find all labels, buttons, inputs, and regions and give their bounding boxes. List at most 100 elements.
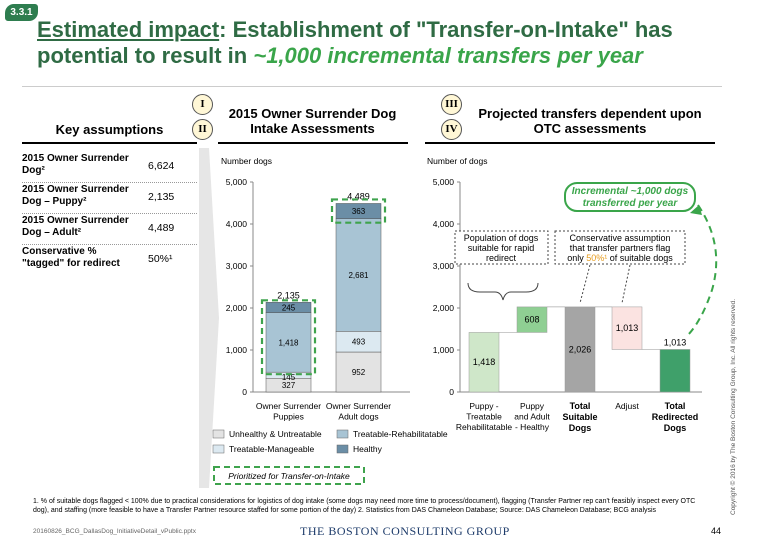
- data-label: 145: [282, 373, 296, 382]
- bar-segment: [265, 312, 312, 373]
- waterfall-bar: [468, 332, 500, 393]
- page-title: Estimated impact: Establishment of "Tran…: [37, 17, 737, 69]
- assumption-value: 50%¹: [148, 253, 173, 265]
- y-tick-label: 1,000: [433, 345, 455, 355]
- bcg-logo: THE BOSTON CONSULTING GROUP: [300, 524, 510, 538]
- title-highlight: ~1,000 incremental transfers per year: [253, 43, 643, 68]
- y-tick-label: 4,000: [226, 219, 248, 229]
- pointer-line: [621, 264, 631, 304]
- y-tick-label: 0: [242, 387, 247, 397]
- conservative-annotation-box: [554, 230, 686, 265]
- pointer-line: [579, 264, 591, 304]
- category-label: Dogs: [569, 423, 592, 433]
- bar-segment: [335, 203, 382, 219]
- y-tick-label: 0: [449, 387, 454, 397]
- category-label: Dogs: [664, 423, 687, 433]
- key-assumptions-heading: Key assumptions: [55, 122, 164, 137]
- title-part2: : Establishment of "Transfer-on-Intake" …: [37, 17, 673, 68]
- title-divider: [22, 86, 722, 87]
- flow-arrow: [199, 148, 219, 488]
- section-badge: 3.3.1: [5, 4, 38, 21]
- y-axis-label: Number of dogs: [427, 156, 487, 166]
- legend-label: Treatable-Manageable: [229, 444, 314, 454]
- roman-marker-4: IV: [441, 119, 462, 140]
- conservative-annotation: Conservative assumption: [569, 233, 670, 243]
- category-label: Puppy -: [469, 401, 498, 411]
- waterfall-bar: [516, 306, 548, 333]
- page-number: 44: [711, 526, 722, 536]
- callout-text: transferred per year: [583, 198, 679, 209]
- y-tick-label: 3,000: [433, 261, 455, 271]
- priority-legend-text: Prioritized for Transfer-on-Intake: [228, 471, 350, 481]
- assumption-label: 2015 Owner Surrender Dog²: [22, 153, 129, 176]
- intake-heading: 2015 Owner Surrender Dog Intake Assessme…: [228, 106, 397, 136]
- category-label: Adult dogs: [338, 412, 378, 422]
- assumption-value: 6,624: [148, 160, 175, 172]
- y-tick-label: 1,000: [226, 345, 248, 355]
- waterfall-bar: [564, 306, 596, 393]
- bar-segment: [265, 302, 312, 313]
- waterfall-bar: [611, 306, 643, 350]
- category-label: Puppies: [273, 412, 304, 422]
- data-label: 952: [352, 368, 366, 377]
- category-label: and Adult: [514, 412, 550, 422]
- legend-swatch: [212, 444, 225, 454]
- population-annotation-box: [454, 230, 549, 265]
- legend-label: Unhealthy & Untreatable: [229, 429, 322, 439]
- priority-highlight-box: [260, 299, 317, 376]
- priority-highlight-box: [330, 198, 387, 224]
- category-label: Suitable: [562, 412, 597, 422]
- population-annotation: suitable for rapid: [468, 243, 535, 253]
- category-label: Redirected: [652, 412, 699, 422]
- category-label: Rehabilitatable: [456, 422, 513, 432]
- category-label: Puppy: [520, 401, 545, 411]
- legend-swatch: [212, 429, 225, 439]
- category-label: Total: [570, 401, 591, 411]
- priority-legend-box: [213, 466, 365, 485]
- data-label: 363: [352, 207, 366, 216]
- data-label: 245: [282, 303, 296, 312]
- footnote: 1. % of suitable dogs flagged < 100% due…: [33, 498, 696, 514]
- bar-segment: [335, 218, 382, 332]
- file-name: 20160826_BCG_DallasDog_InitiativeDetail_…: [33, 528, 196, 535]
- roman-marker-2: II: [192, 119, 213, 140]
- projected-underline: [425, 142, 715, 144]
- data-label: 1,418: [278, 338, 299, 347]
- data-label: 1,013: [616, 323, 639, 333]
- brace: [467, 282, 539, 301]
- data-label: 608: [524, 315, 539, 325]
- category-label: Adjust: [615, 401, 639, 411]
- data-label: 493: [352, 338, 366, 347]
- data-label: 327: [282, 381, 296, 390]
- y-tick-label: 5,000: [226, 177, 248, 187]
- conservative-annotation: only 50%¹ of suitable dogs: [567, 253, 673, 263]
- population-annotation: redirect: [486, 253, 517, 263]
- y-tick-label: 5,000: [433, 177, 455, 187]
- y-tick-label: 2,000: [226, 303, 248, 313]
- waterfall-bar: [659, 349, 691, 393]
- intake-underline: [218, 142, 408, 144]
- legend-swatch: [336, 444, 349, 454]
- assumption-row: 2015 Owner Surrender Dog – Puppy² 2,135: [22, 183, 197, 214]
- callout-arrow: [687, 204, 718, 336]
- title-part1: Estimated impact: [37, 17, 220, 42]
- category-label: Owner Surrender: [256, 401, 321, 411]
- total-label: 2,135: [277, 290, 300, 300]
- assumption-value: 4,489: [148, 222, 175, 234]
- category-label: Total: [665, 401, 686, 411]
- y-tick-label: 2,000: [433, 303, 455, 313]
- assumption-row: Conservative % "tagged" for redirect 50%…: [22, 245, 197, 276]
- category-label: Owner Surrender: [326, 401, 391, 411]
- roman-marker-1: I: [192, 94, 213, 115]
- key-assumptions-underline: [22, 142, 197, 144]
- assumption-label: 2015 Owner Surrender Dog – Adult²: [22, 215, 129, 238]
- assumption-row: 2015 Owner Surrender Dog² 6,624: [22, 152, 197, 183]
- assumption-label: Conservative % "tagged" for redirect: [22, 246, 120, 269]
- data-label: 2,026: [569, 344, 592, 354]
- y-tick-label: 4,000: [433, 219, 455, 229]
- total-label: 4,489: [347, 191, 370, 201]
- category-label: Treatable: [466, 412, 502, 422]
- legend-label: Healthy: [353, 444, 383, 454]
- assumption-label: 2015 Owner Surrender Dog – Puppy²: [22, 184, 129, 207]
